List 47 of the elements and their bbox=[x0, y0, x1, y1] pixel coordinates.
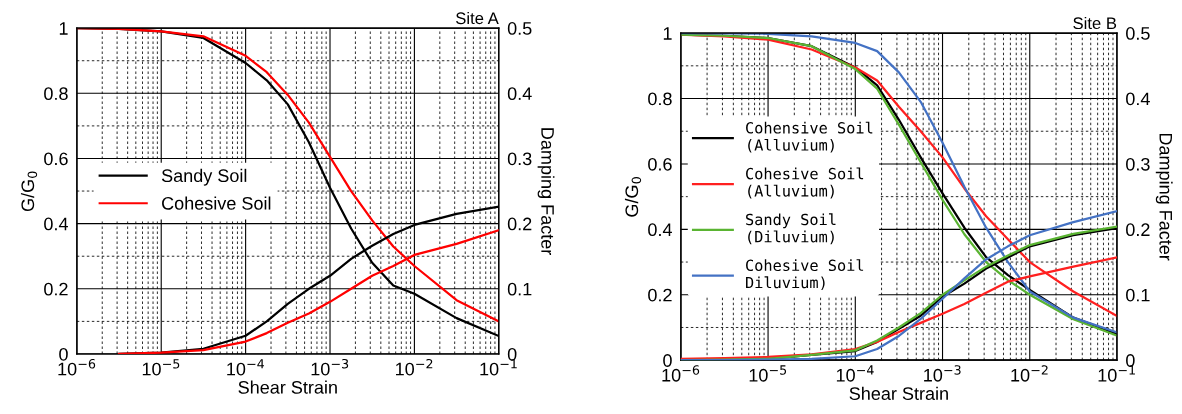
y-tick-label: 0 bbox=[663, 354, 672, 367]
y-tick-label: 0.4 bbox=[44, 217, 68, 231]
y2-tick-label: 0.4 bbox=[507, 87, 532, 101]
y-tick-label: 0.2 bbox=[648, 288, 672, 302]
y-tick-label: 0.6 bbox=[44, 152, 68, 166]
y-tick-label: 0.2 bbox=[44, 282, 68, 296]
y-tick-label: 1 bbox=[59, 22, 68, 35]
x-tick-label: 10$^{−3}$ bbox=[924, 365, 961, 382]
y-tick-label: 0.4 bbox=[648, 223, 672, 237]
y-tick-label: 0.8 bbox=[44, 87, 68, 101]
x-axis-title: Shear Strain bbox=[238, 380, 337, 394]
y-axis-title: G/G$_{0}$ bbox=[20, 171, 38, 212]
x-axis-title: Shear Strain bbox=[849, 386, 948, 400]
x-tick-label: 10$^{−4}$ bbox=[227, 359, 265, 376]
x-tick-label: 10$^{−5}$ bbox=[142, 359, 180, 376]
x-tick-label: 10$^{−3}$ bbox=[311, 358, 349, 376]
y2-tick-label: 0.1 bbox=[507, 282, 532, 296]
y2-tick-label: 0 bbox=[1126, 354, 1135, 367]
x-tick-label: 10$^{−1}$ bbox=[480, 359, 517, 376]
y2-tick-label: 0.1 bbox=[1126, 288, 1150, 302]
y2-tick-label: 0.5 bbox=[1126, 27, 1150, 40]
chart-title: Site B bbox=[1073, 16, 1117, 30]
x-tick-label: 10$^{−1}$ bbox=[1098, 365, 1135, 382]
legend-label: Cohesive Soil (Alluvium) bbox=[746, 167, 864, 199]
y2-tick-label: 0.2 bbox=[1126, 223, 1150, 237]
y2-tick-label: 0.3 bbox=[507, 152, 532, 166]
legend-label: Sandy Soil bbox=[161, 168, 247, 186]
y2-tick-label: 0 bbox=[507, 347, 517, 361]
x-tick-label: 10$^{−2}$ bbox=[1011, 365, 1048, 382]
legend-label: Cohesive Soil Diluvium) bbox=[746, 259, 864, 291]
y2-tick-label: 0.5 bbox=[507, 22, 532, 35]
y2-axis-title: Damping Facter bbox=[1155, 133, 1173, 261]
y-axis-title: G/G$_{0}$ bbox=[624, 177, 642, 217]
legend-label: Cohensive Soil (Alluvium) bbox=[746, 121, 873, 153]
x-tick-label: 10$^{−5}$ bbox=[749, 365, 787, 382]
x-tick-label: 10$^{−4}$ bbox=[836, 365, 874, 382]
y2-tick-label: 0.4 bbox=[1126, 92, 1150, 106]
chart-title: Site A bbox=[456, 11, 499, 25]
legend-label: Cohesive Soil bbox=[162, 196, 271, 210]
legend-label: Sandy Soil (Diluvium) bbox=[746, 213, 836, 245]
y2-tick-label: 0.3 bbox=[1126, 157, 1150, 171]
y2-axis-title: Damping Facter bbox=[537, 128, 555, 255]
y-tick-label: 0.6 bbox=[648, 157, 672, 171]
y-tick-label: 1 bbox=[663, 27, 672, 40]
y2-tick-label: 0.2 bbox=[507, 217, 532, 231]
x-tick-label: 10$^{−2}$ bbox=[396, 358, 433, 376]
y-tick-label: 0.8 bbox=[648, 92, 672, 106]
